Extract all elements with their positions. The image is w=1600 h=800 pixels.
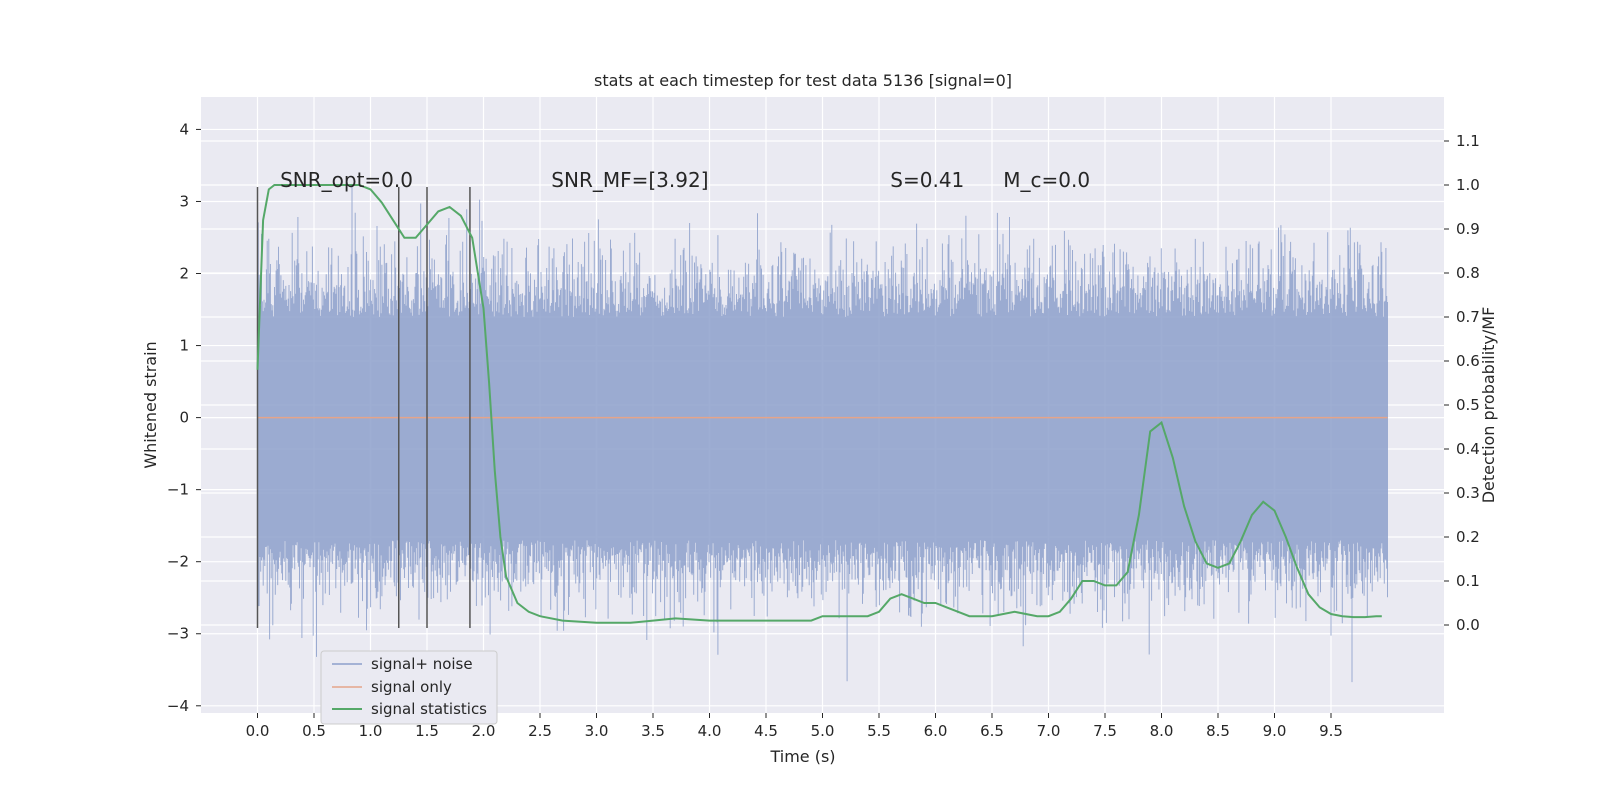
y-axis-ticks: 4 3 2 1 0 −1 −2 −3 −4 bbox=[167, 120, 201, 715]
y2-tick-label: 0.3 bbox=[1456, 484, 1480, 502]
y-tick-label: −4 bbox=[167, 697, 189, 715]
annotations: SNR_opt=0.0 SNR_MF=[3.92] S=0.41 M_c=0.0 bbox=[280, 168, 1090, 192]
x-tick-label: 7.5 bbox=[1093, 722, 1117, 740]
x-tick-label: 9.5 bbox=[1319, 722, 1343, 740]
y2-tick-label: 0.8 bbox=[1456, 264, 1480, 282]
annotation-text: SNR_opt=0.0 bbox=[280, 168, 413, 192]
x-tick-label: 1.0 bbox=[359, 722, 383, 740]
y-tick-label: 4 bbox=[179, 120, 189, 138]
y-tick-label: 2 bbox=[179, 265, 189, 283]
y2-tick-label: 1.0 bbox=[1456, 176, 1480, 194]
y-tick-label: −1 bbox=[167, 481, 189, 499]
x-tick-label: 3.5 bbox=[641, 722, 665, 740]
x-tick-label: 9.0 bbox=[1263, 722, 1287, 740]
y-tick-label: 3 bbox=[179, 192, 189, 210]
x-tick-label: 4.5 bbox=[754, 722, 778, 740]
y2-axis-label: Detection probability/MF bbox=[1479, 307, 1498, 504]
x-tick-label: 1.5 bbox=[415, 722, 439, 740]
y2-tick-label: 0.5 bbox=[1456, 396, 1480, 414]
annotation-text: M_c=0.0 bbox=[1003, 168, 1090, 192]
y-tick-label: −3 bbox=[167, 625, 189, 643]
y-tick-label: 0 bbox=[179, 409, 189, 427]
x-tick-label: 8.5 bbox=[1206, 722, 1230, 740]
x-tick-label: 3.0 bbox=[585, 722, 609, 740]
x-tick-label: 2.5 bbox=[528, 722, 552, 740]
y-tick-label: 1 bbox=[179, 337, 189, 355]
x-tick-label: 5.0 bbox=[811, 722, 835, 740]
x-tick-label: 8.0 bbox=[1150, 722, 1174, 740]
x-tick-label: 6.5 bbox=[980, 722, 1004, 740]
legend-label-signal-only: signal only bbox=[371, 678, 452, 696]
x-axis-label: Time (s) bbox=[769, 747, 835, 766]
y2-tick-label: 0.6 bbox=[1456, 352, 1480, 370]
y2-tick-label: 0.1 bbox=[1456, 572, 1480, 590]
legend-label-signal-noise: signal+ noise bbox=[371, 655, 473, 673]
chart-title: stats at each timestep for test data 513… bbox=[594, 71, 1012, 90]
y2-tick-label: 0.0 bbox=[1456, 616, 1480, 634]
x-tick-label: 7.0 bbox=[1037, 722, 1061, 740]
vertical-markers bbox=[256, 187, 471, 628]
x-axis-ticks: 0.0 0.5 1.0 1.5 2.0 2.5 3.0 3.5 4.0 4.5 5.0 5.5 6.0 6… bbox=[246, 713, 1343, 740]
x-tick-label: 5.5 bbox=[867, 722, 891, 740]
y2-tick-label: 0.2 bbox=[1456, 528, 1480, 546]
x-tick-label: 6.0 bbox=[924, 722, 948, 740]
x-tick-label: 4.0 bbox=[698, 722, 722, 740]
annotation-text: S=0.41 bbox=[890, 168, 964, 192]
y2-tick-label: 0.9 bbox=[1456, 220, 1480, 238]
annotation-text: SNR_MF=[3.92] bbox=[551, 168, 708, 192]
y2-tick-label: 1.1 bbox=[1456, 132, 1480, 150]
y2-tick-label: 0.7 bbox=[1456, 308, 1480, 326]
y-axis-label: Whitened strain bbox=[141, 341, 160, 468]
x-tick-label: 0.5 bbox=[302, 722, 326, 740]
legend-box bbox=[320, 650, 498, 725]
y2-tick-label: 0.4 bbox=[1456, 440, 1480, 458]
x-tick-label: 2.0 bbox=[472, 722, 496, 740]
legend: signal+ noise signal only signal statist… bbox=[320, 650, 498, 725]
y2-axis-ticks: 1.1 1.0 0.9 0.8 0.7 0.6 0.5 0.4 0.3 0.2 0.1 0.0 bbox=[1444, 132, 1480, 634]
legend-label-signal-statistics: signal statistics bbox=[371, 700, 487, 718]
y-tick-label: −2 bbox=[167, 553, 189, 571]
signal-statistics-line bbox=[256, 184, 1382, 624]
x-tick-label: 0.0 bbox=[246, 722, 270, 740]
